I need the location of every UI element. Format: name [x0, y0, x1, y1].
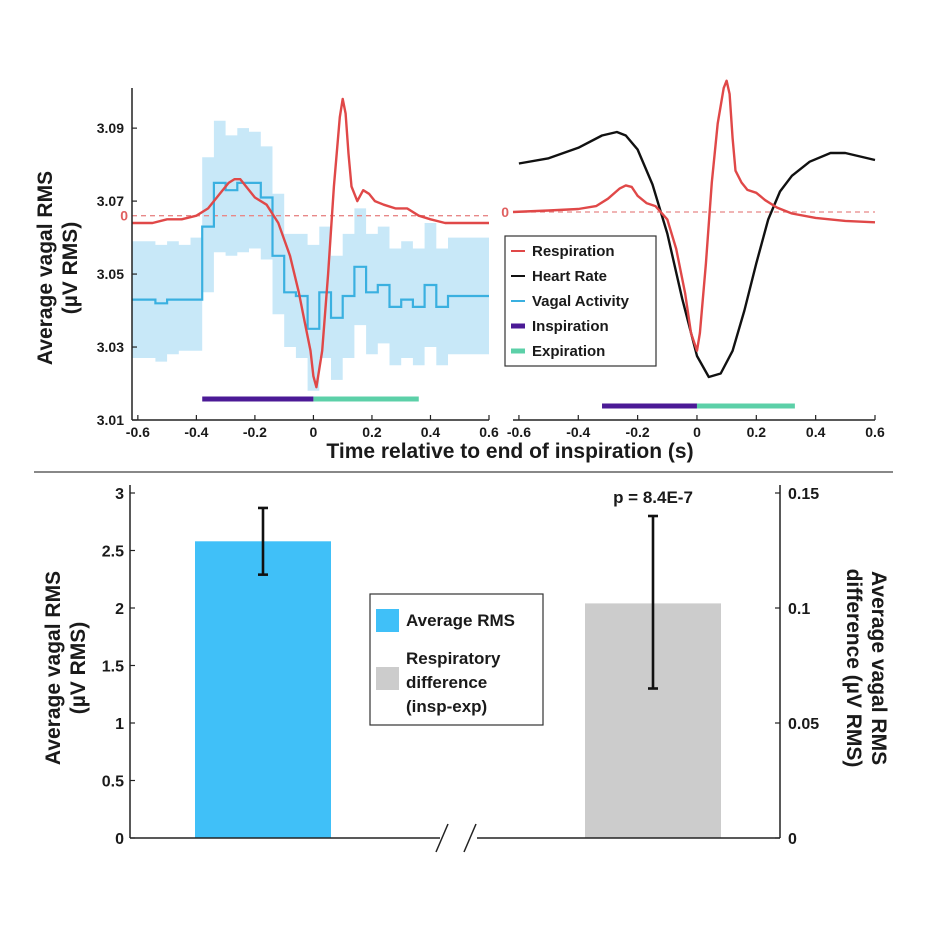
x-tick-label: 0.2 [747, 424, 767, 440]
right-panel: 0 -0.6 -0.4 -0.2 0 0.2 0.4 0.6 Respiration Heart … [501, 79, 885, 440]
vagal-confidence-band [132, 120, 489, 391]
left-y-tick-label: 0.5 [102, 774, 124, 791]
bottom-panel: p = 8.4E-7 0 0.5 1 1.5 2 2.5 3 0 0.05 0.1 0.15 Avera… [42, 485, 890, 853]
x-tick-label: -0.2 [243, 424, 267, 440]
axis-break-mark [435, 823, 449, 853]
legend-label: difference [406, 673, 487, 692]
right-y-axis-label: Average vagal RMSdifference (µV RMS) [842, 569, 890, 768]
heart-rate-line [518, 130, 876, 379]
legend-label: Respiratory [406, 649, 501, 668]
x-tick-label: -0.4 [184, 424, 208, 440]
legend-swatch [376, 667, 399, 690]
legend-label: Inspiration [532, 318, 609, 335]
respiration-zero-label: 0 [501, 204, 509, 220]
left-panel: 0 3.01 3.03 3.05 3.07 3.09 -0.6 -0.4 -0.2 0 0.2 0.4… [34, 88, 499, 440]
x-tick-label: 0.4 [806, 424, 826, 440]
y-axis-label-line: (µV RMS) [59, 222, 82, 315]
left-y-axis-label: Average vagal RMS(µV RMS) [42, 571, 90, 765]
x-tick-label: -0.6 [126, 424, 150, 440]
x-tick-label: 0 [693, 424, 701, 440]
legend-label: (insp-exp) [406, 697, 487, 716]
left-y-tick-label: 1 [115, 716, 124, 733]
left-y-tick-label: 3 [115, 486, 124, 503]
x-tick-label: -0.2 [626, 424, 650, 440]
legend-label: Heart Rate [532, 268, 607, 285]
vagal-activity-line [132, 181, 489, 330]
p-value-annotation: p = 8.4E-7 [613, 488, 693, 507]
legend-box [504, 235, 657, 367]
right-y-tick-label: 0.15 [788, 486, 819, 503]
x-tick-label: -0.6 [507, 424, 531, 440]
x-tick-label: 0.4 [421, 424, 441, 440]
legend-label: Average RMS [406, 611, 515, 630]
x-tick-label: -0.4 [566, 424, 590, 440]
y-tick-label: 3.03 [97, 339, 124, 355]
y-tick-label: 3.07 [97, 193, 124, 209]
left-y-axis-label-line: Average vagal RMS [42, 571, 65, 765]
x-tick-label: 0.2 [362, 424, 382, 440]
x-tick-label: 0.6 [479, 424, 499, 440]
left-y-tick-label: 1.5 [102, 659, 124, 676]
y-tick-label: 3.09 [97, 120, 124, 136]
respiration-zero-label: 0 [120, 208, 128, 224]
right-y-tick-label: 0.1 [788, 601, 810, 618]
right-y-axis-label-line: difference (µV RMS) [842, 569, 865, 768]
axis-break-mark [463, 823, 477, 853]
respiration-line [512, 79, 876, 352]
x-tick-label: 0 [310, 424, 318, 440]
legend-swatch [376, 609, 399, 632]
legend-label: Respiration [532, 243, 615, 260]
y-axis-label: Average vagal RMS(µV RMS) [34, 171, 82, 365]
right-y-tick-label: 0 [788, 831, 797, 848]
legend-label: Vagal Activity [532, 293, 630, 310]
y-tick-label: 3.01 [97, 412, 124, 428]
legend-label: Expiration [532, 343, 605, 360]
left-y-tick-label: 2 [115, 601, 124, 618]
top-xlabel-group: Time relative to end of inspiration (s) [326, 440, 693, 463]
left-y-tick-label: 0 [115, 831, 124, 848]
left-y-tick-label: 2.5 [102, 544, 124, 561]
y-axis-label-line: Average vagal RMS [34, 171, 57, 365]
right-y-axis-label-line: Average vagal RMS [867, 571, 890, 765]
y-tick-label: 3.05 [97, 266, 124, 282]
bar [195, 541, 331, 838]
left-y-axis-label-line: (µV RMS) [67, 622, 90, 715]
x-tick-label: 0.6 [865, 424, 885, 440]
respiration-line [132, 97, 489, 389]
x-axis-label: Time relative to end of inspiration (s) [326, 440, 693, 463]
right-y-tick-label: 0.05 [788, 716, 819, 733]
